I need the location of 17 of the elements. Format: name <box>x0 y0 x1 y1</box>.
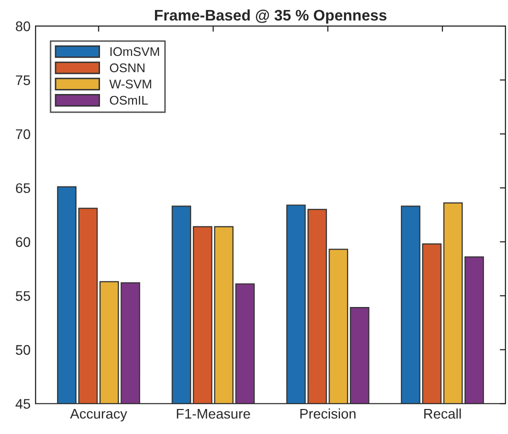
y-tick-label: 65 <box>16 183 30 194</box>
legend-label: W-SVM <box>109 80 152 88</box>
x-tick-label: Accuracy <box>70 408 128 422</box>
y-tick-label: 50 <box>16 345 30 355</box>
y-tick-label: 80 <box>16 21 30 32</box>
chart-title: Frame-Based @ 35 % Openness <box>154 9 386 24</box>
x-tick-label: Recall <box>424 408 461 419</box>
legend-label: OSNN <box>110 63 144 72</box>
y-tick-label: 75 <box>16 75 30 86</box>
legend-label: IOmSVM <box>110 47 159 56</box>
y-tick-label: 70 <box>16 129 30 140</box>
y-tick-label: 45 <box>16 399 30 409</box>
legend-label: OSmIL <box>110 96 148 105</box>
y-tick-label: 60 <box>16 237 30 247</box>
x-tick-label: F1-Measure <box>176 408 250 419</box>
y-tick-label: 55 <box>16 291 30 301</box>
x-tick-label: Precision <box>300 408 356 419</box>
